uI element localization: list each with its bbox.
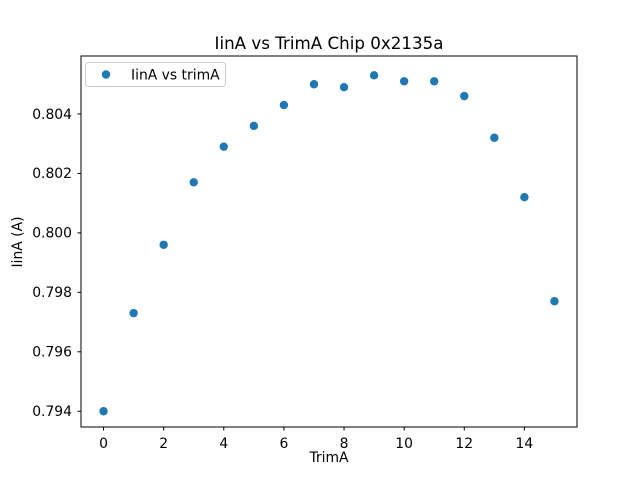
x-tick-label: 8 <box>340 436 349 452</box>
data-point <box>279 100 289 110</box>
x-tick-label: 4 <box>219 436 228 452</box>
x-axis-ticks: 0 2 4 6 8 10 12 14 <box>99 427 533 452</box>
x-tick-label: 2 <box>159 436 168 452</box>
data-point <box>99 407 108 416</box>
data-point <box>430 77 439 86</box>
y-tick-label: 0.804 <box>32 107 72 123</box>
data-point <box>460 91 469 101</box>
legend-label: IinA vs trimA <box>131 68 220 84</box>
data-point <box>129 308 138 318</box>
data-point <box>339 83 349 92</box>
x-tick-label: 10 <box>395 436 413 452</box>
plot-area <box>80 55 578 428</box>
data-point <box>490 133 499 142</box>
data-point <box>550 297 559 306</box>
chart-title: IinA vs TrimA Chip 0x2135a <box>215 33 444 53</box>
y-tick-label: 0.802 <box>32 166 72 182</box>
data-point <box>520 193 529 202</box>
x-tick-label: 12 <box>455 436 473 452</box>
x-tick-label: 14 <box>516 436 534 452</box>
y-tick-label: 0.798 <box>32 285 72 301</box>
data-points <box>99 71 559 416</box>
data-point <box>189 178 198 187</box>
data-point <box>249 121 259 131</box>
data-point <box>309 80 319 89</box>
x-tick-label: 0 <box>99 436 108 452</box>
x-axis-label: TrimA <box>308 450 349 466</box>
legend-box <box>85 62 226 87</box>
y-tick-label: 0.800 <box>32 226 72 242</box>
data-point <box>369 71 379 80</box>
y-tick-label: 0.796 <box>32 345 72 361</box>
legend-marker-icon <box>101 70 111 79</box>
legend: IinA vs trimA <box>85 62 226 87</box>
x-tick-label: 6 <box>279 436 288 452</box>
data-point <box>159 240 168 249</box>
y-axis-label: IinA (A) <box>10 216 26 267</box>
y-tick-label: 0.794 <box>32 404 72 420</box>
y-axis-ticks: 0.794 0.796 0.798 0.800 0.802 0.804 <box>32 107 81 420</box>
data-point <box>219 142 228 151</box>
data-point <box>399 77 409 86</box>
